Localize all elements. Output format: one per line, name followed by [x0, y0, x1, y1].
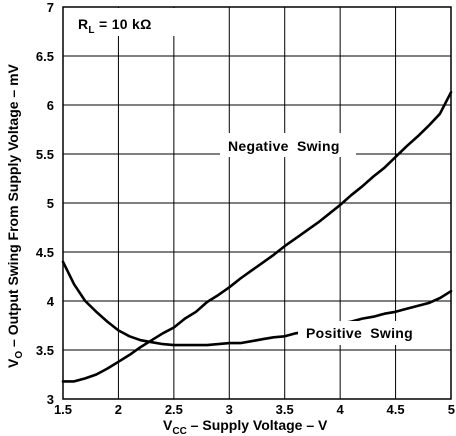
- positive-swing-label-background: [298, 321, 430, 345]
- x-tick-label: 3: [226, 402, 233, 417]
- positive-swing-label: Positive Swing: [306, 325, 413, 341]
- y-tick-label: 4: [47, 294, 55, 309]
- positive-swing-line: [61, 260, 453, 347]
- series-lines: [61, 91, 453, 383]
- y-tick-label: 4.5: [36, 245, 54, 260]
- x-tick-labels: 1.5 2 2.5 3 3.5 4 4.5 5: [54, 402, 455, 417]
- y-tick-labels: 3 3.5 4 4.5 5 5.5 6 6.5 7: [36, 0, 55, 407]
- y-axis-title: VO – Output Swing From Supply Voltage – …: [5, 63, 25, 368]
- y-tick-label: 3: [47, 392, 54, 407]
- condition-label-background: [68, 8, 180, 36]
- x-tick-label: 4: [337, 402, 345, 417]
- x-tick-label: 5: [448, 402, 455, 417]
- y-tick-label: 6: [47, 98, 54, 113]
- condition-label: RL = 10 kΩ: [78, 16, 152, 36]
- negative-swing-label: Negative Swing: [228, 138, 340, 154]
- y-tick-label: 5: [47, 196, 54, 211]
- plot-frame: [62, 6, 452, 400]
- y-tick-label: 6.5: [36, 49, 54, 64]
- x-tick-label: 2: [115, 402, 122, 417]
- negative-swing-line: [61, 91, 453, 383]
- negative-swing-label-background: [220, 133, 356, 157]
- y-tick-label: 7: [47, 0, 54, 15]
- y-tick-label: 5.5: [36, 147, 54, 162]
- x-axis-title: VCC – Supply Voltage – V: [163, 417, 328, 436]
- x-tick-label: 1.5: [54, 402, 72, 417]
- x-tick-label: 4.5: [387, 402, 405, 417]
- y-tick-label: 3.5: [36, 343, 54, 358]
- x-tick-label: 3.5: [276, 402, 294, 417]
- x-tick-label: 2.5: [165, 402, 183, 417]
